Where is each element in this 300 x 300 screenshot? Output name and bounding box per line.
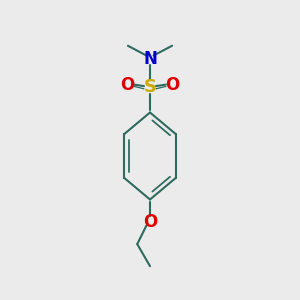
Text: S: S (143, 78, 157, 96)
Text: O: O (143, 213, 157, 231)
Text: O: O (165, 76, 180, 94)
Text: O: O (120, 76, 135, 94)
Text: N: N (143, 50, 157, 68)
